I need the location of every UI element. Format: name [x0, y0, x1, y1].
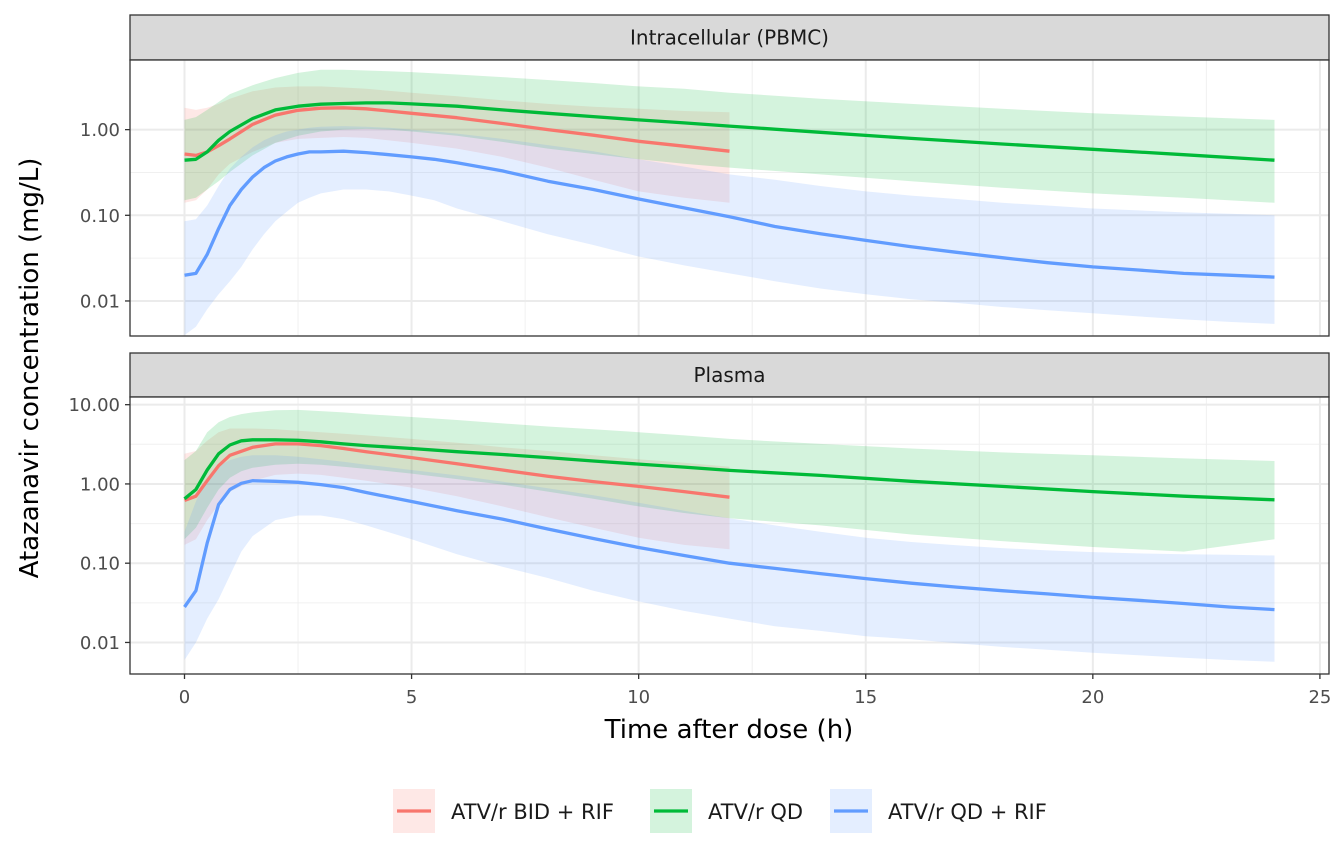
panel-background: [130, 60, 1329, 336]
ribbon-atv-r-qd-rif: [184, 126, 1275, 336]
y-axis-title: Atazanavir concentration (mg/L): [15, 158, 45, 579]
panel-border: [129, 59, 1330, 337]
strip-label-intracellular-pbmc: Intracellular (PBMC): [630, 26, 829, 50]
facet-panels: Intracellular (PBMC) 1.00 0.10 0.01 Plasma 10…: [68, 14, 1330, 675]
series-line-atv-r-bid-rif: [184, 106, 730, 158]
legend-label: ATV/r BID + RIF: [451, 800, 614, 824]
x-tick-label: 20: [1081, 687, 1104, 708]
panel-plasma: Plasma 10.00 1.00 0.10 0.01: [68, 352, 1330, 675]
panel-intracellular-pbmc: Intracellular (PBMC) 1.00 0.10 0.01: [80, 14, 1330, 337]
ribbon-atv-r-qd-rif: [184, 455, 1275, 662]
y-tick-label: 1.00: [80, 120, 120, 141]
strip-label-plasma: Plasma: [693, 363, 765, 387]
legend-label: ATV/r QD + RIF: [888, 800, 1047, 824]
panel-border: [129, 396, 1330, 675]
legend-label: ATV/r QD: [708, 800, 803, 824]
ribbon-atv-r-qd: [184, 69, 1275, 203]
legend-item-atv-r-qd: ATV/r QD: [650, 789, 803, 833]
strip-intracellular-pbmc: [129, 14, 1330, 61]
x-axis-title: Time after dose (h): [604, 715, 854, 745]
strip-plasma: [129, 352, 1330, 398]
y-tick-label: 0.01: [80, 633, 120, 654]
series-line-atv-r-qd: [184, 101, 1275, 162]
ribbon-atv-r-bid-rif: [184, 428, 730, 550]
series-line-atv-r-bid-rif: [183, 442, 730, 502]
y-tick-label: 10.00: [68, 395, 120, 416]
legend: ATV/r BID + RIF ATV/r QD ATV/r QD + RIF: [393, 789, 1047, 833]
x-tick-label: 5: [406, 687, 417, 708]
x-axis: 0 5 10 15 20 25: [179, 674, 1331, 708]
y-tick-label: 1.00: [80, 474, 120, 495]
x-tick-label: 25: [1308, 687, 1331, 708]
series-line-atv-r-qd-rif: [184, 149, 1275, 279]
series-line-atv-r-qd: [183, 438, 1275, 502]
x-tick-label: 10: [627, 687, 650, 708]
series-line-atv-r-qd-rif: [183, 479, 1275, 612]
legend-item-atv-r-bid-rif: ATV/r BID + RIF: [393, 789, 614, 833]
y-tick-label: 0.10: [80, 554, 120, 575]
y-tick-label: 0.01: [80, 291, 120, 312]
x-tick-label: 0: [179, 687, 190, 708]
y-tick-label: 0.10: [80, 206, 120, 227]
x-tick-label: 15: [854, 687, 877, 708]
legend-item-atv-r-qd-rif: ATV/r QD + RIF: [830, 789, 1047, 833]
ribbon-atv-r-qd: [184, 409, 1275, 552]
